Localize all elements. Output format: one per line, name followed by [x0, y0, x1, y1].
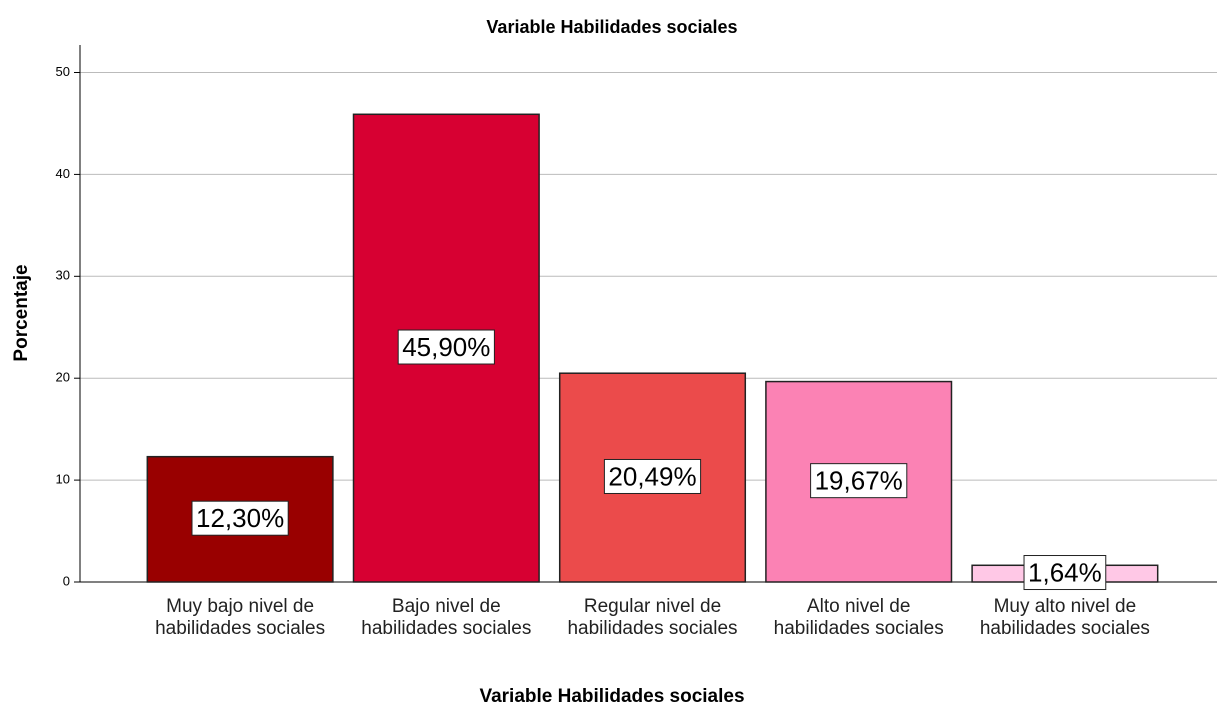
data-label: 45,90%: [402, 332, 490, 362]
y-tick-label: 10: [56, 472, 70, 487]
x-tick-label: Alto nivel de habilidades sociales: [773, 596, 944, 639]
data-label-box: [191, 500, 289, 536]
x-tick-label: Regular nivel de habilidades sociales: [567, 596, 738, 639]
x-tick-label: Muy alto nivel de habilidades sociales: [979, 596, 1150, 639]
y-axis-label: Porcentaje: [11, 264, 32, 361]
data-label: 19,67%: [815, 466, 903, 496]
x-tick-label: Bajo nivel de habilidades sociales: [361, 596, 532, 639]
y-tick-label: 30: [56, 268, 70, 283]
y-tick-label: 50: [56, 64, 70, 79]
chart-title: Variable Habilidades sociales: [486, 17, 737, 37]
y-tick-label: 0: [63, 573, 70, 588]
x-axis-label: Variable Habilidades sociales: [479, 686, 744, 707]
data-label-box: [603, 458, 702, 494]
data-label: 20,49%: [608, 461, 696, 491]
data-label: 12,30%: [196, 503, 284, 533]
data-label: 1,64%: [1028, 558, 1102, 588]
x-tick-label: Muy bajo nivel de habilidades sociales: [155, 596, 326, 639]
data-label-box: [397, 329, 495, 365]
data-label-box: [1023, 555, 1107, 591]
data-label-box: [810, 463, 908, 499]
y-tick-label: 20: [56, 370, 70, 385]
y-tick-label: 40: [56, 166, 70, 181]
